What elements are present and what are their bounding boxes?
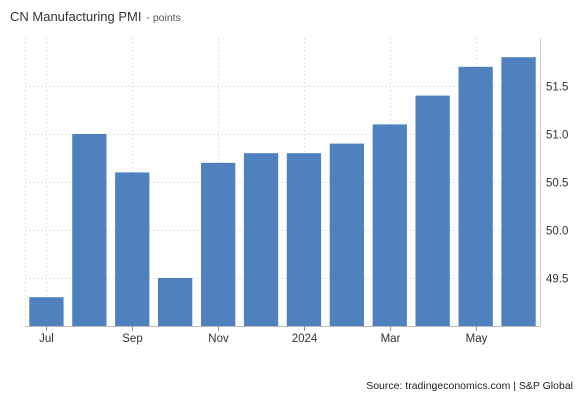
bar-11	[501, 57, 536, 326]
bar-4	[201, 162, 236, 326]
x-tick-label: Nov	[208, 333, 229, 345]
bar-9	[415, 95, 450, 326]
y-tick-label: 49.5	[546, 274, 568, 286]
x-tick-label: Sep	[122, 333, 142, 345]
bar-5	[243, 153, 279, 326]
chart-title-block: CN Manufacturing PMI - points	[10, 8, 181, 26]
y-tick-label: 50.5	[546, 178, 568, 190]
chart-title: CN Manufacturing PMI	[10, 9, 142, 24]
bar-10	[458, 66, 493, 327]
bar-2	[115, 172, 150, 326]
bar-8	[372, 124, 407, 327]
bars	[29, 57, 536, 327]
source-note: Source: tradingeconomics.com | S&P Globa…	[366, 380, 573, 392]
x-tick-label: Mar	[381, 333, 401, 345]
chart-subtitle: - points	[143, 12, 181, 24]
y-tick-label: 51.5	[546, 82, 568, 94]
y-tick-label: 50.0	[546, 226, 568, 238]
bar-0	[29, 297, 64, 326]
axes: 49.5 50.0 50.5 51.0 51.5 Jul Sep Nov 2024 Mar May	[25, 38, 568, 345]
y-tick-label: 51.0	[546, 130, 568, 142]
x-tick-label: May	[466, 333, 488, 345]
x-tick-label: Jul	[39, 333, 54, 345]
bar-6	[286, 153, 322, 326]
bar-1	[72, 134, 107, 326]
bar-7	[329, 143, 364, 326]
x-tick-label: 2024	[292, 333, 318, 345]
bar-3	[158, 278, 193, 326]
